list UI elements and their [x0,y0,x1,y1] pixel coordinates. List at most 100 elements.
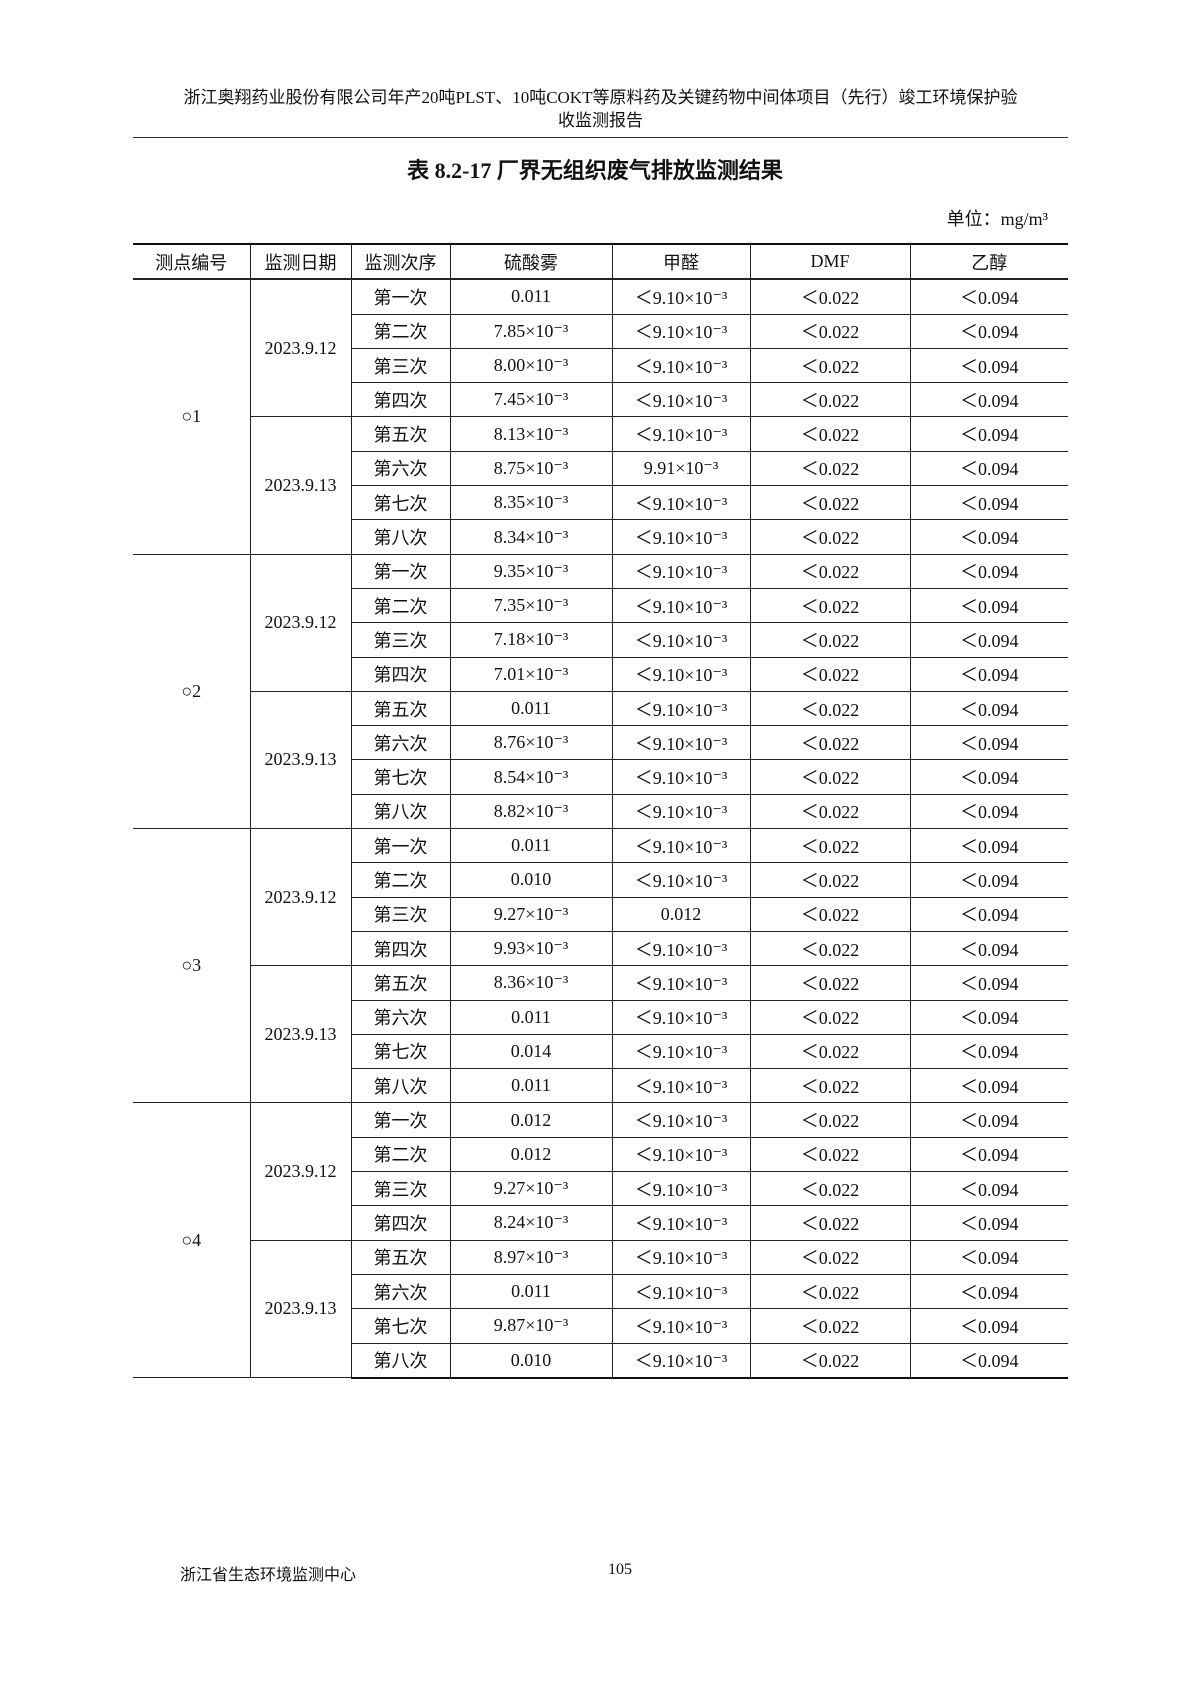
ethanol-cell: ＜0.094 [909,965,1068,1001]
ethanol-cell: ＜0.094 [909,622,1068,658]
dmf-cell: ＜0.022 [749,553,911,589]
sulfuric-acid-mist-cell: 0.010 [449,1342,613,1379]
table-row: ○2 2023.9.12 第一次 9.35×10⁻³ ＜9.10×10⁻³ ＜0.022 ＜… [133,553,1068,830]
run-cell: 第二次 [350,587,451,624]
run-cell: 第七次 [350,485,451,521]
col-header: 甲醛 [611,242,751,281]
dmf-cell: ＜0.022 [749,965,911,1001]
table-row: 第二次 7.85×10⁻³ ＜9.10×10⁻³ ＜0.022 ＜0.094 [133,313,1068,349]
formaldehyde-cell: ＜9.10×10⁻³ [611,793,751,830]
point-id-cell: ○2 [133,553,251,830]
sulfuric-acid-mist-cell: 8.36×10⁻³ [449,965,613,1001]
ethanol-cell: ＜0.094 [909,1102,1068,1138]
table-header-row: 测点编号 监测日期 监测次序 硫酸雾 甲醛 DMF 乙醇 [133,242,1068,281]
dmf-cell: ＜0.022 [749,656,911,692]
table-row: 第七次 8.54×10⁻³ ＜9.10×10⁻³ ＜0.022 ＜0.094 [133,759,1068,795]
dmf-cell: ＜0.022 [749,759,911,795]
ethanol-cell: ＜0.094 [909,999,1068,1035]
formaldehyde-cell: ＜9.10×10⁻³ [611,930,751,967]
formaldehyde-cell: ＜9.10×10⁻³ [611,485,751,521]
dmf-cell: ＜0.022 [749,1308,911,1344]
run-cell: 第三次 [350,347,451,384]
sulfuric-acid-mist-cell: 8.75×10⁻³ [449,450,613,487]
sulfuric-acid-mist-cell: 8.76×10⁻³ [449,725,613,761]
run-cell: 第五次 [350,965,451,1001]
formaldehyde-cell: ＜9.10×10⁻³ [611,1239,751,1275]
sulfuric-acid-mist-cell: 7.45×10⁻³ [449,382,613,418]
table-row: 第七次 0.014 ＜9.10×10⁻³ ＜0.022 ＜0.094 [133,1033,1068,1070]
unit-label: 单位：mg/m³ [946,209,1048,229]
table-row: 第二次 7.35×10⁻³ ＜9.10×10⁻³ ＜0.022 ＜0.094 [133,587,1068,624]
formaldehyde-cell: ＜9.10×10⁻³ [611,553,751,589]
sulfuric-acid-mist-cell: 7.35×10⁻³ [449,587,613,624]
formaldehyde-cell: ＜9.10×10⁻³ [611,1033,751,1070]
sulfuric-acid-mist-cell: 9.27×10⁻³ [449,896,613,932]
dmf-cell: ＜0.022 [749,828,911,864]
date-cell: 2023.9.12 [249,828,352,967]
dmf-cell: ＜0.022 [749,382,911,418]
formaldehyde-cell: ＜9.10×10⁻³ [611,1342,751,1379]
table-row: 第三次 9.27×10⁻³ 0.012 ＜0.022 ＜0.094 [133,896,1068,932]
run-cell: 第一次 [350,828,451,864]
table-title: 表 8.2-17 厂界无组织废气排放监测结果 [407,158,783,183]
dmf-cell: ＜0.022 [749,1205,911,1241]
run-cell: 第八次 [350,1068,451,1104]
sulfuric-acid-mist-cell: 8.34×10⁻³ [449,519,613,555]
run-cell: 第四次 [350,656,451,692]
table-row: 第四次 7.01×10⁻³ ＜9.10×10⁻³ ＜0.022 ＜0.094 [133,656,1068,692]
formaldehyde-cell: ＜9.10×10⁻³ [611,759,751,795]
ethanol-cell: ＜0.094 [909,1308,1068,1344]
run-cell: 第四次 [350,1205,451,1241]
ethanol-cell: ＜0.094 [909,1342,1068,1379]
dmf-cell: ＜0.022 [749,862,911,898]
dmf-cell: ＜0.022 [749,690,911,727]
date-cell: 2023.9.13 [249,965,352,1104]
ethanol-cell: ＜0.094 [909,1033,1068,1070]
dmf-cell: ＜0.022 [749,1068,911,1104]
sulfuric-acid-mist-cell: 7.01×10⁻³ [449,656,613,692]
dmf-cell: ＜0.022 [749,450,911,487]
col-header: DMF [749,242,911,281]
ethanol-cell: ＜0.094 [909,347,1068,384]
table-row: 2023.9.13 第五次 0.011 ＜9.10×10⁻³ ＜0.022 ＜0.094 [133,690,1068,830]
sulfuric-acid-mist-cell: 0.011 [449,690,613,727]
dmf-cell: ＜0.022 [749,485,911,521]
formaldehyde-cell: ＜9.10×10⁻³ [611,725,751,761]
run-cell: 第六次 [350,999,451,1035]
dmf-cell: ＜0.022 [749,930,911,967]
header-divider [133,137,1068,138]
dmf-cell: ＜0.022 [749,1171,911,1207]
run-cell: 第四次 [350,382,451,418]
table-row: ○4 2023.9.12 第一次 0.012 ＜9.10×10⁻³ ＜0.022 ＜0.09… [133,1102,1068,1379]
run-cell: 第六次 [350,450,451,487]
ethanol-cell: ＜0.094 [909,828,1068,864]
formaldehyde-cell: ＜9.10×10⁻³ [611,313,751,349]
formaldehyde-cell: 9.91×10⁻³ [611,450,751,487]
formaldehyde-cell: ＜9.10×10⁻³ [611,828,751,864]
page-number: 105 [608,1561,632,1578]
ethanol-cell: ＜0.094 [909,382,1068,418]
run-cell: 第二次 [350,313,451,349]
ethanol-cell: ＜0.094 [909,1171,1068,1207]
ethanol-cell: ＜0.094 [909,587,1068,624]
ethanol-cell: ＜0.094 [909,1239,1068,1275]
ethanol-cell: ＜0.094 [909,896,1068,932]
dmf-cell: ＜0.022 [749,896,911,932]
dmf-cell: ＜0.022 [749,622,911,658]
sulfuric-acid-mist-cell: 0.011 [449,1068,613,1104]
run-cell: 第二次 [350,1136,451,1173]
dmf-cell: ＜0.022 [749,725,911,761]
sulfuric-acid-mist-cell: 0.010 [449,862,613,898]
dmf-cell: ＜0.022 [749,1239,911,1275]
date-cell: 2023.9.13 [249,690,352,830]
sulfuric-acid-mist-cell: 0.011 [449,278,613,315]
formaldehyde-cell: ＜9.10×10⁻³ [611,690,751,727]
point-id-cell: ○1 [133,278,251,555]
run-cell: 第三次 [350,896,451,932]
ethanol-cell: ＜0.094 [909,485,1068,521]
sulfuric-acid-mist-cell: 9.35×10⁻³ [449,553,613,589]
run-cell: 第七次 [350,1033,451,1070]
footer-organization: 浙江省生态环境监测中心 [180,1567,357,1584]
dmf-cell: ＜0.022 [749,999,911,1035]
ethanol-cell: ＜0.094 [909,416,1068,452]
